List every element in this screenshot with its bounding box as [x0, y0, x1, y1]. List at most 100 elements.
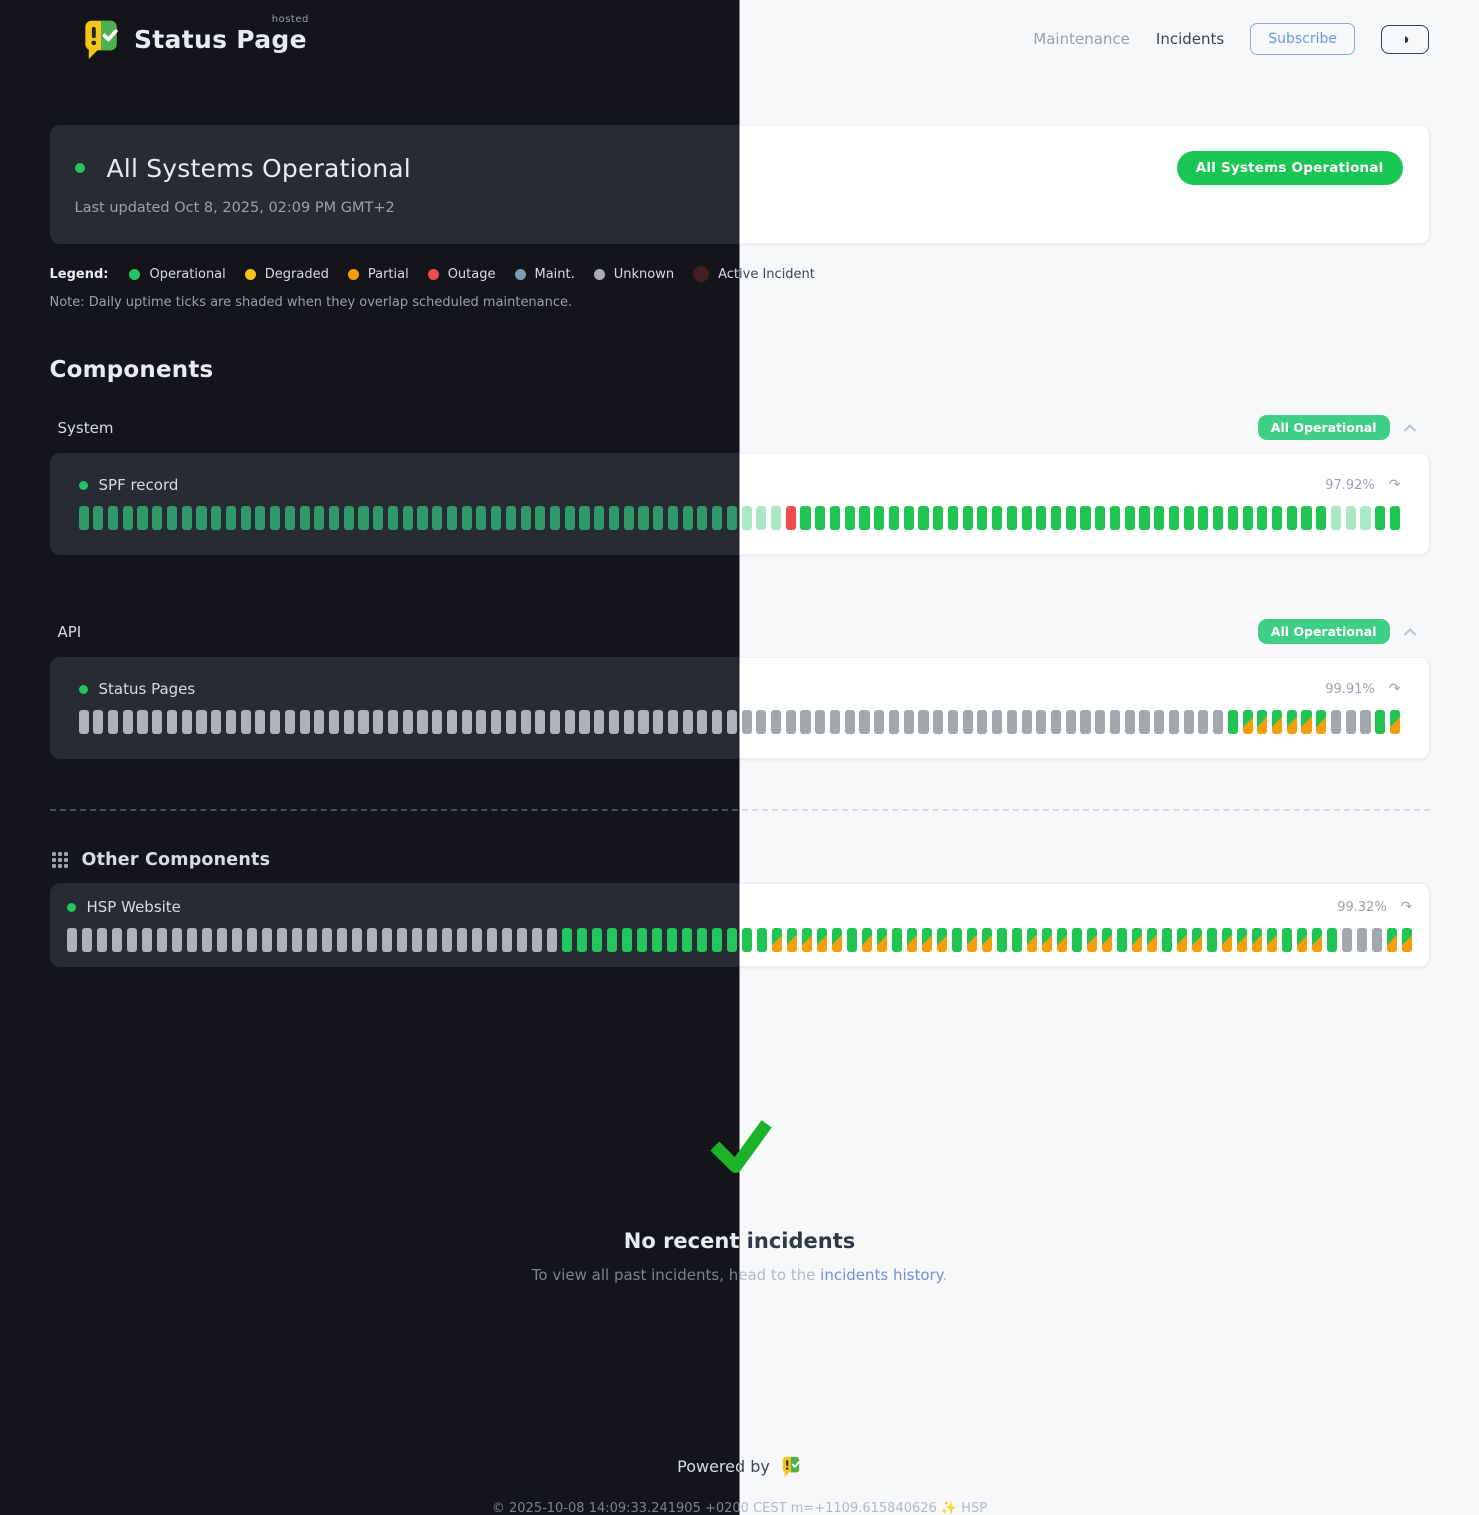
uptime-tick[interactable] — [1065, 710, 1076, 734]
uptime-tick[interactable] — [1316, 506, 1327, 530]
uptime-tick[interactable] — [336, 928, 347, 952]
uptime-tick[interactable] — [351, 928, 362, 952]
uptime-tick[interactable] — [1360, 506, 1371, 530]
uptime-tick[interactable] — [1116, 928, 1127, 952]
uptime-tick[interactable] — [921, 928, 932, 952]
uptime-tick[interactable] — [1386, 928, 1397, 952]
uptime-tick[interactable] — [933, 506, 944, 530]
uptime-tick[interactable] — [1124, 710, 1135, 734]
uptime-tick[interactable] — [1345, 710, 1356, 734]
uptime-tick[interactable] — [936, 928, 947, 952]
uptime-tick[interactable] — [343, 710, 354, 734]
uptime-tick[interactable] — [107, 710, 119, 734]
uptime-tick[interactable] — [621, 928, 632, 952]
uptime-tick[interactable] — [681, 928, 692, 952]
uptime-tick[interactable] — [411, 928, 422, 952]
uptime-tick[interactable] — [874, 506, 885, 530]
uptime-tick[interactable] — [471, 928, 482, 952]
uptime-tick[interactable] — [1021, 506, 1032, 530]
uptime-tick[interactable] — [906, 928, 917, 952]
uptime-tick[interactable] — [653, 506, 664, 530]
uptime-tick[interactable] — [93, 506, 104, 530]
uptime-tick[interactable] — [432, 710, 443, 734]
uptime-tick[interactable] — [314, 710, 325, 734]
uptime-tick[interactable] — [1101, 928, 1112, 952]
uptime-tick[interactable] — [962, 506, 973, 530]
uptime-tick[interactable] — [1257, 710, 1268, 734]
refresh-icon[interactable]: ↷ — [1388, 477, 1401, 493]
uptime-tick[interactable] — [1251, 928, 1262, 952]
uptime-tick[interactable] — [1131, 928, 1142, 952]
uptime-tick[interactable] — [152, 710, 163, 734]
uptime-tick[interactable] — [141, 928, 152, 952]
uptime-tick[interactable] — [328, 506, 340, 530]
uptime-tick[interactable] — [1011, 928, 1022, 952]
uptime-tick[interactable] — [977, 710, 988, 734]
uptime-tick[interactable] — [756, 506, 767, 530]
uptime-tick[interactable] — [844, 710, 855, 734]
uptime-tick[interactable] — [1271, 506, 1283, 530]
uptime-tick[interactable] — [1266, 928, 1277, 952]
uptime-tick[interactable] — [1281, 928, 1292, 952]
uptime-tick[interactable] — [314, 506, 325, 530]
uptime-tick[interactable] — [396, 928, 407, 952]
uptime-tick[interactable] — [638, 506, 649, 530]
uptime-tick[interactable] — [638, 710, 649, 734]
uptime-tick[interactable] — [623, 710, 634, 734]
uptime-tick[interactable] — [846, 928, 857, 952]
uptime-tick[interactable] — [844, 506, 855, 530]
uptime-tick[interactable] — [1080, 710, 1091, 734]
uptime-tick[interactable] — [373, 710, 384, 734]
uptime-tick[interactable] — [446, 710, 457, 734]
uptime-tick[interactable] — [859, 506, 870, 530]
uptime-tick[interactable] — [636, 928, 647, 952]
uptime-tick[interactable] — [667, 506, 679, 530]
uptime-tick[interactable] — [1345, 506, 1356, 530]
collapse-group-button[interactable] — [1398, 416, 1422, 440]
uptime-tick[interactable] — [1198, 506, 1209, 530]
uptime-tick[interactable] — [261, 928, 272, 952]
uptime-tick[interactable] — [726, 928, 737, 952]
uptime-tick[interactable] — [741, 928, 752, 952]
uptime-tick[interactable] — [816, 928, 827, 952]
uptime-tick[interactable] — [653, 710, 664, 734]
uptime-tick[interactable] — [137, 710, 148, 734]
uptime-tick[interactable] — [1036, 506, 1047, 530]
uptime-tick[interactable] — [387, 506, 399, 530]
uptime-tick[interactable] — [531, 928, 542, 952]
uptime-tick[interactable] — [651, 928, 662, 952]
uptime-tick[interactable] — [1086, 928, 1097, 952]
uptime-tick[interactable] — [859, 710, 870, 734]
uptime-tick[interactable] — [1071, 928, 1082, 952]
uptime-tick[interactable] — [211, 710, 222, 734]
uptime-tick[interactable] — [785, 506, 796, 530]
uptime-tick[interactable] — [712, 710, 723, 734]
uptime-tick[interactable] — [225, 506, 236, 530]
uptime-tick[interactable] — [888, 710, 900, 734]
uptime-tick[interactable] — [417, 506, 428, 530]
uptime-tick[interactable] — [1154, 710, 1165, 734]
uptime-tick[interactable] — [152, 506, 163, 530]
uptime-tick[interactable] — [756, 710, 767, 734]
uptime-tick[interactable] — [591, 928, 602, 952]
theme-toggle-button[interactable]: ◑ — [1381, 24, 1429, 54]
uptime-tick[interactable] — [1330, 710, 1342, 734]
uptime-tick[interactable] — [126, 928, 137, 952]
uptime-tick[interactable] — [1326, 928, 1337, 952]
uptime-tick[interactable] — [1316, 710, 1327, 734]
uptime-tick[interactable] — [231, 928, 242, 952]
uptime-tick[interactable] — [1401, 928, 1412, 952]
uptime-tick[interactable] — [1139, 710, 1150, 734]
uptime-tick[interactable] — [276, 928, 287, 952]
uptime-tick[interactable] — [1050, 506, 1062, 530]
uptime-tick[interactable] — [1050, 710, 1062, 734]
uptime-tick[interactable] — [992, 506, 1003, 530]
uptime-tick[interactable] — [800, 710, 811, 734]
uptime-tick[interactable] — [606, 928, 617, 952]
uptime-tick[interactable] — [270, 506, 281, 530]
uptime-tick[interactable] — [491, 710, 502, 734]
uptime-tick[interactable] — [903, 710, 914, 734]
uptime-tick[interactable] — [1375, 710, 1386, 734]
uptime-tick[interactable] — [1360, 710, 1371, 734]
incidents-history-link[interactable]: incidents history — [820, 1266, 943, 1284]
